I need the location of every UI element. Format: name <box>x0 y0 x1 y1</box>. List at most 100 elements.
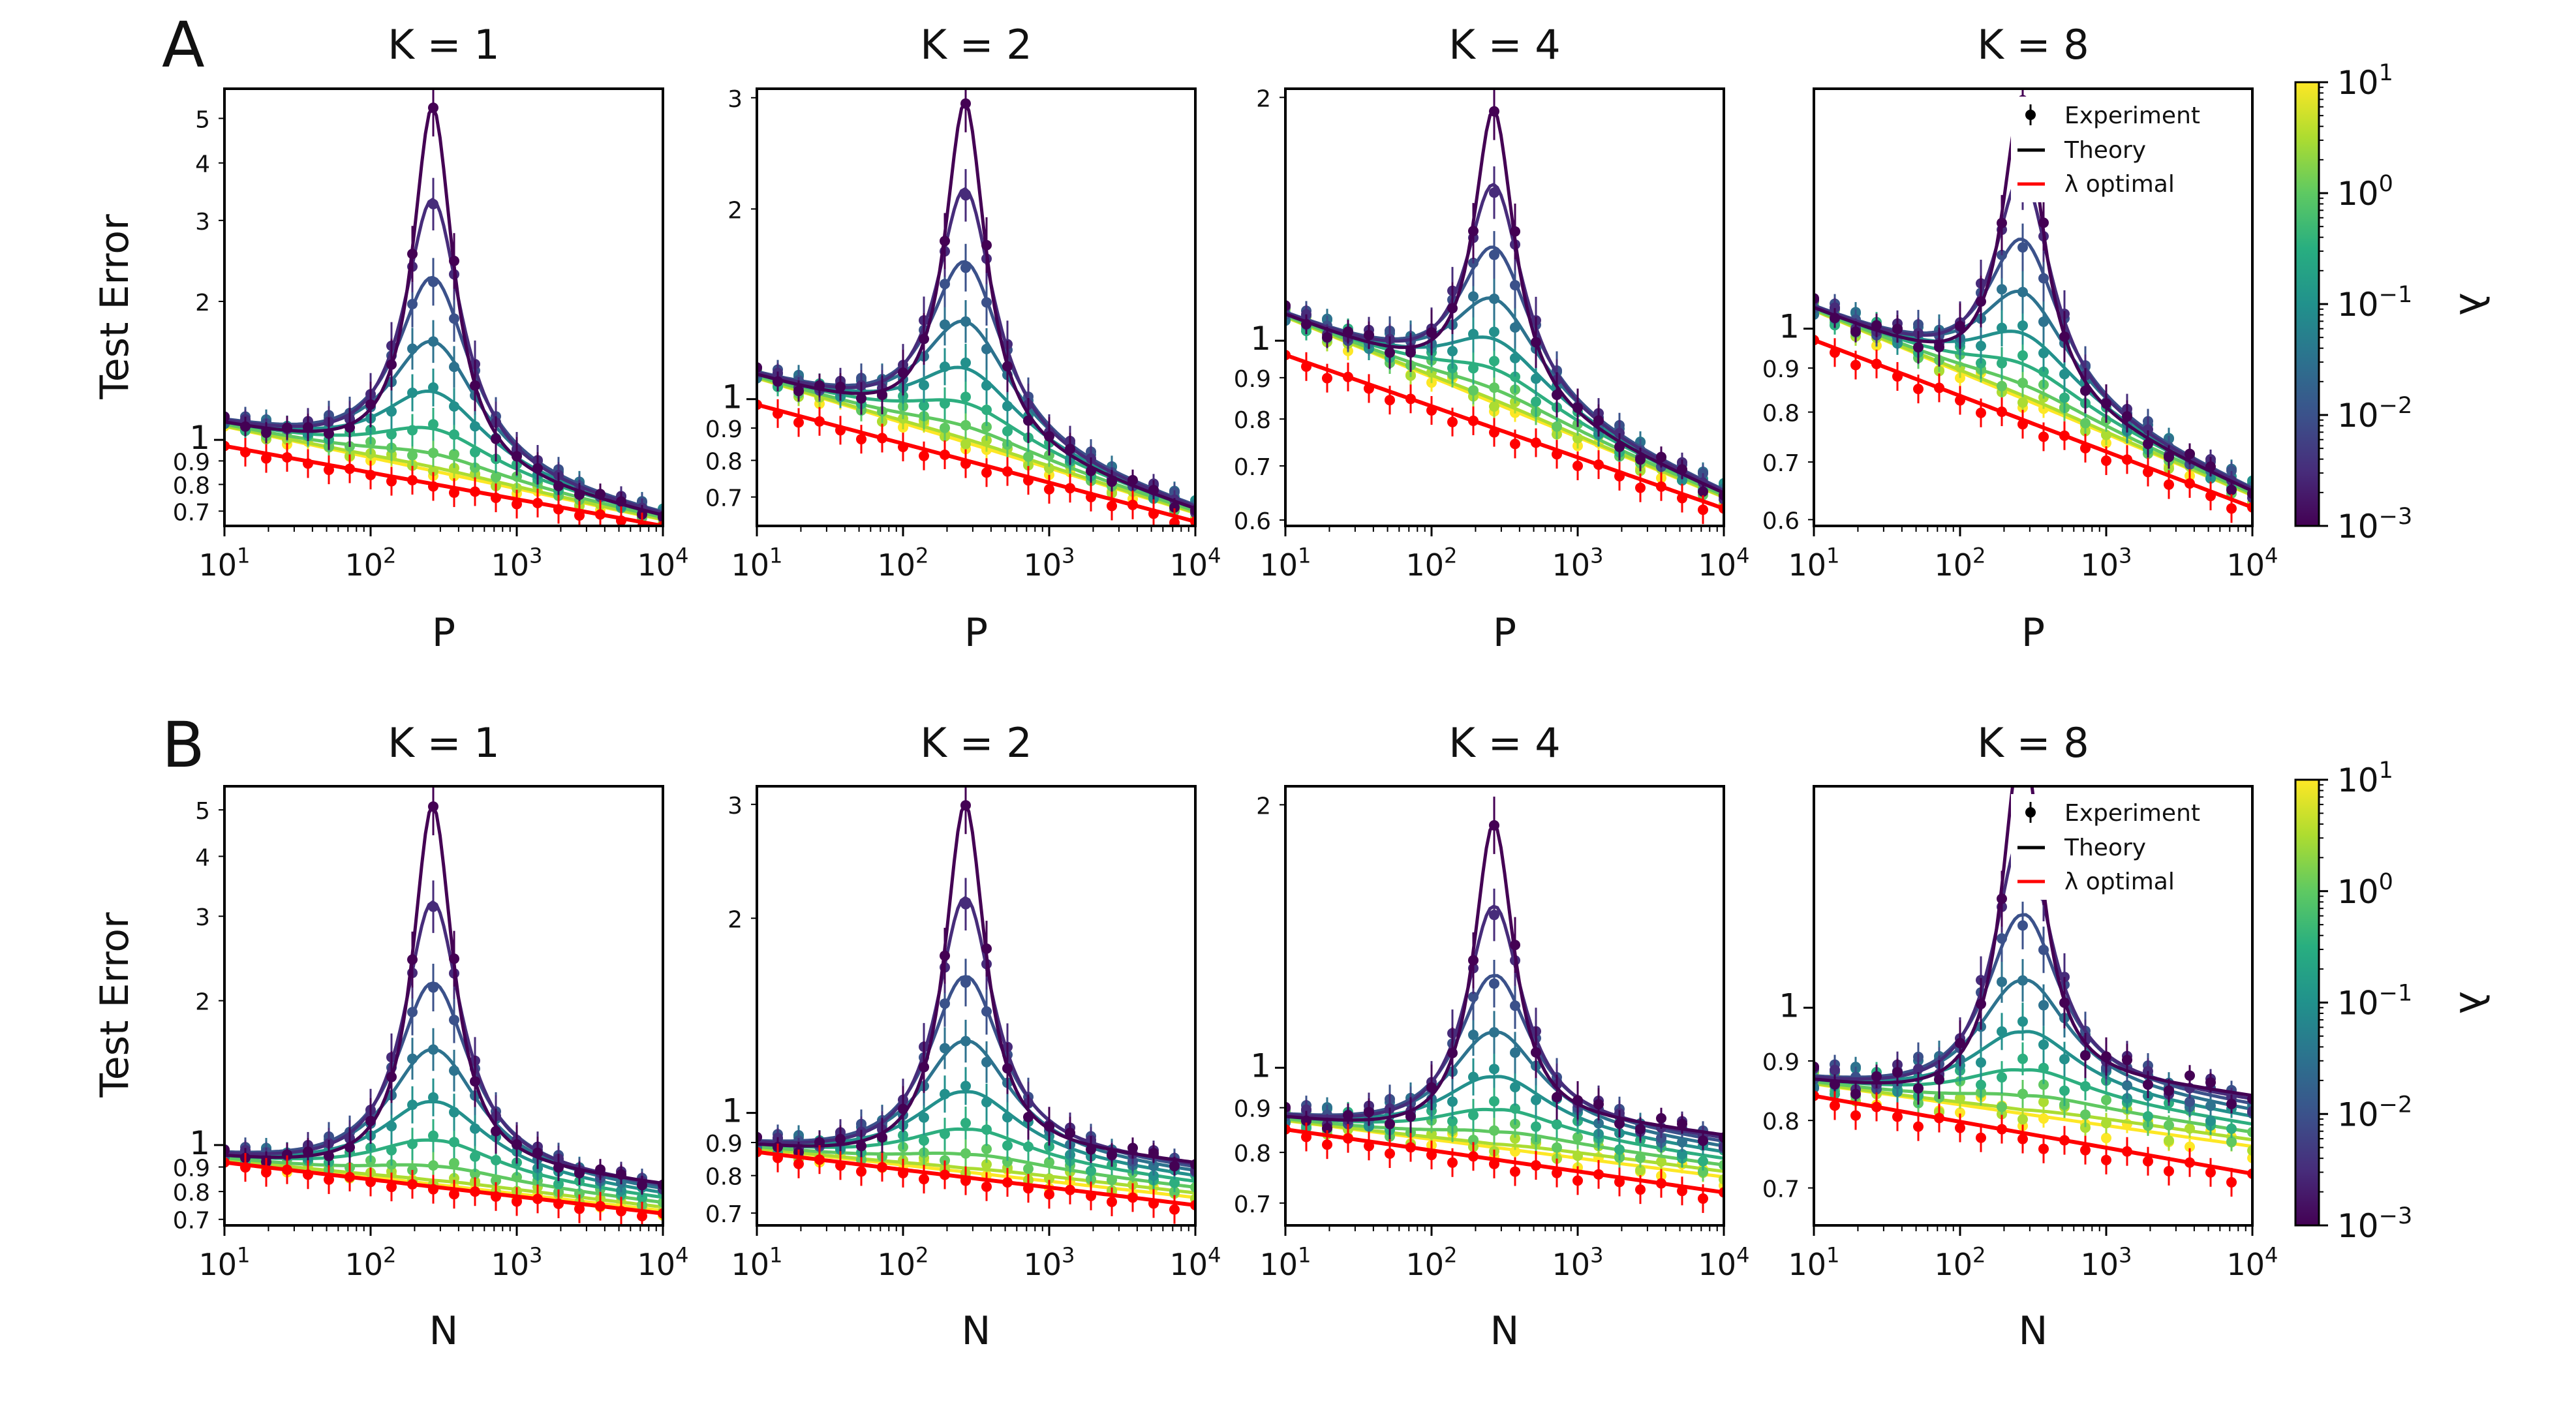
plot-frame <box>1813 87 2254 527</box>
experiment-point <box>2205 1115 2216 1126</box>
y-tick-label: 0.7 <box>705 1201 743 1228</box>
experiment-point <box>1593 1099 1604 1110</box>
experiment-point <box>386 1071 397 1082</box>
y-axis-label: Test Error <box>92 214 138 400</box>
x-tick-label-base: 10 <box>1405 1247 1444 1282</box>
colorbar-gradient <box>2294 778 2320 1227</box>
experiment-point <box>407 450 418 461</box>
experiment-point <box>981 1056 992 1067</box>
experiment-point <box>2017 320 2028 331</box>
x-tick-label-exp: 2 <box>1972 544 1986 568</box>
experiment-point <box>1489 249 1499 260</box>
y-tick-label: 5 <box>195 798 210 825</box>
x-tick-label-exp: 2 <box>1444 1243 1457 1268</box>
optimal-point <box>1531 1160 1541 1171</box>
colorbar-tick-label: 10−3 <box>2337 1203 2412 1245</box>
x-tick-label-base: 10 <box>491 1247 529 1282</box>
x-tick-label: 101 <box>198 544 250 583</box>
experiment-point <box>1913 1064 1924 1075</box>
panel-letter: B <box>162 709 205 782</box>
experiment-point <box>449 1065 459 1076</box>
experiment-point <box>407 1099 418 1111</box>
optimal-point <box>303 458 313 469</box>
experiment-point <box>512 1139 522 1150</box>
experiment-point <box>1065 444 1075 455</box>
x-tick-label-exp: 3 <box>2119 544 2132 568</box>
colorbar-tick-label-exp: 0 <box>2379 869 2393 895</box>
experiment-point <box>1830 313 1840 324</box>
experiment-point <box>449 953 459 964</box>
experiment-point <box>407 299 418 310</box>
panel-title: K = 4 <box>1449 719 1560 767</box>
optimal-point <box>2226 503 2237 514</box>
theory-curve-lambda--3 <box>1285 821 1724 1137</box>
experiment-point <box>1447 1116 1458 1127</box>
experiment-point <box>1489 187 1499 198</box>
experiment-point <box>449 1137 459 1148</box>
experiment-point <box>1364 330 1374 341</box>
experiment-point <box>303 1146 313 1158</box>
experiment-point <box>2080 1109 2091 1120</box>
optimal-point <box>1913 1121 1924 1132</box>
optimal-point <box>835 425 846 436</box>
colorbar-tick-label-base: 10 <box>2337 1096 2379 1133</box>
theory-curve-lambda-0 <box>224 1156 663 1205</box>
experiment-point <box>1677 1137 1687 1148</box>
optimal-point <box>1086 491 1096 502</box>
experiment-point <box>919 333 929 345</box>
experiment-point <box>2185 1096 2195 1107</box>
theory-curve-lambda--3 <box>1814 786 2252 1097</box>
optimal-point <box>2080 1144 2091 1156</box>
experiment-point <box>1343 326 1353 337</box>
experiment-point <box>1023 415 1034 426</box>
x-tick-label: 101 <box>1788 544 1839 583</box>
optimal-point <box>1405 393 1416 405</box>
optimal-point <box>1301 1131 1311 1143</box>
experiment-point <box>1510 352 1520 363</box>
colorbar-tick-label: 10−2 <box>2337 393 2412 435</box>
optimal-point <box>407 474 418 485</box>
experiment-point <box>1343 1110 1353 1121</box>
curves <box>224 89 663 526</box>
optimal-point <box>1656 1178 1666 1189</box>
colorbar-tick-label-base: 10 <box>2337 286 2379 324</box>
experiment-point <box>1301 1115 1311 1126</box>
experiment-point <box>960 1081 971 1092</box>
experiment-point <box>919 380 929 391</box>
optimal-point <box>1552 449 1562 460</box>
colorbar-tick-label: 100 <box>2337 869 2393 911</box>
experiment-point <box>1850 1088 1861 1099</box>
experiment-point <box>2101 1051 2111 1062</box>
optimal-point <box>1892 1111 1903 1122</box>
experiment-point <box>1552 390 1562 401</box>
panel-title: K = 2 <box>920 719 1032 767</box>
x-tick-label-base: 10 <box>1405 547 1444 583</box>
optimal-lambda-curve <box>757 1150 1195 1207</box>
optimal-point <box>2143 467 2153 478</box>
optimal-point <box>1343 371 1353 382</box>
experiment-point <box>2185 448 2195 459</box>
x-tick-label-exp: 4 <box>1208 1243 1221 1268</box>
optimal-point <box>793 1158 804 1169</box>
colorbar-tick-label: 100 <box>2337 171 2393 213</box>
experiment-point <box>428 801 438 812</box>
experiment-point <box>1593 415 1604 426</box>
optimal-point <box>574 510 585 521</box>
experiment-point <box>491 433 501 444</box>
legend-box <box>2011 794 2247 900</box>
x-tick-label-base: 10 <box>2080 547 2119 583</box>
experiment-point <box>1997 217 2007 228</box>
optimal-point <box>1065 483 1075 494</box>
experiment-point <box>2205 1100 2216 1111</box>
experiment-point <box>616 496 626 507</box>
experiment-point <box>532 1147 543 1158</box>
optimal-point <box>637 1210 647 1221</box>
optimal-point <box>240 446 251 457</box>
experiment-point <box>1002 1063 1013 1074</box>
experiment-point <box>449 313 459 324</box>
y-tick-label: 0.9 <box>1762 1049 1800 1076</box>
y-tick-label: 0.8 <box>173 472 210 499</box>
panel-title: K = 1 <box>388 21 499 69</box>
